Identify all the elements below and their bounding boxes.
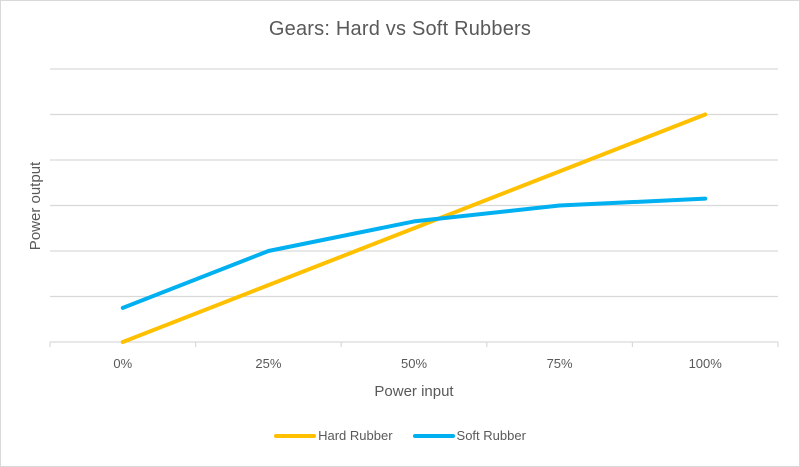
- soft-rubber-swatch-icon: [412, 433, 455, 438]
- legend-item-hard-rubber[interactable]: Hard Rubber: [274, 428, 393, 443]
- series-line-hard-rubber[interactable]: [120, 112, 708, 344]
- legend-label: Hard Rubber: [318, 428, 393, 443]
- x-tick-label: 75%: [547, 356, 573, 371]
- gridlines: [50, 68, 778, 298]
- x-tick-label: 100%: [689, 356, 723, 371]
- x-tick-label: 25%: [255, 356, 281, 371]
- hard-rubber-swatch-icon: [274, 433, 317, 438]
- legend-label: Soft Rubber: [456, 428, 526, 443]
- series-lines: [120, 112, 708, 344]
- x-tick-label: 0%: [113, 356, 132, 371]
- x-tick-label: 50%: [401, 356, 427, 371]
- legend: Hard Rubber Soft Rubber: [0, 428, 800, 443]
- x-axis: 0% 25% 50% 75% 100%: [49, 341, 779, 371]
- y-axis-title: Power output: [27, 161, 44, 250]
- chart-title: Gears: Hard vs Soft Rubbers: [268, 18, 532, 40]
- legend-item-soft-rubber[interactable]: Soft Rubber: [412, 428, 526, 443]
- series-line-soft-rubber[interactable]: [120, 196, 708, 310]
- x-axis-title: Power input: [374, 383, 454, 400]
